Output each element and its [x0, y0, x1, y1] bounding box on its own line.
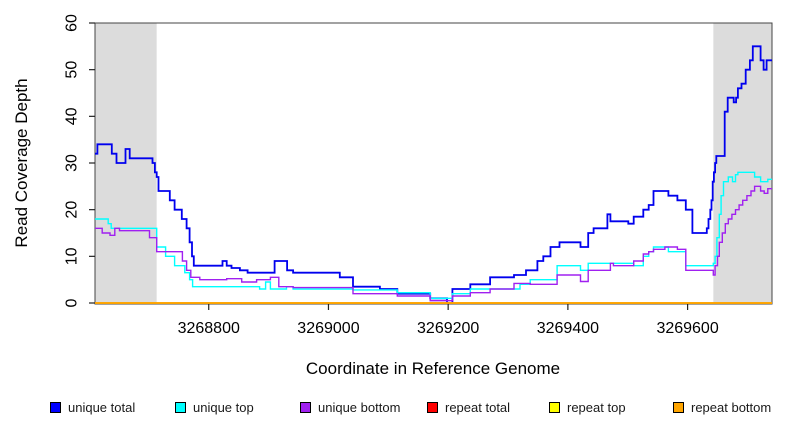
y-tick-label: 0 [64, 298, 81, 307]
plot-box [94, 22, 773, 305]
series-line-unique-top [95, 171, 772, 299]
legend-item-unique-total: unique total [50, 398, 135, 416]
highlight-region-1 [713, 23, 772, 304]
legend-swatch-icon [549, 401, 560, 413]
legend-swatch-icon [427, 401, 438, 413]
legend-item-repeat-total: repeat total [427, 398, 510, 416]
x-tick-label: 3268800 [178, 320, 240, 337]
x-tick-label: 3269600 [656, 320, 718, 337]
legend-swatch-icon [175, 401, 186, 413]
x-tick-label: 3269400 [537, 320, 599, 337]
y-tick-label: 30 [64, 154, 81, 172]
y-axis-label: Read Coverage Depth [12, 78, 31, 248]
legend-swatch-icon [673, 401, 684, 413]
x-axis-label: Coordinate in Reference Genome [305, 359, 561, 378]
legend-item-unique-top: unique top [175, 398, 254, 416]
legend-label: unique total [68, 399, 136, 415]
legend-label: repeat total [445, 399, 511, 415]
legend-item-repeat-top: repeat top [549, 398, 626, 416]
y-tick-label: 60 [64, 14, 81, 32]
y-tick-label: 40 [64, 107, 81, 125]
legend-label: repeat bottom [691, 399, 772, 415]
legend-swatch-icon [300, 401, 311, 413]
legend-label: repeat top [567, 399, 626, 415]
y-tick-label: 10 [64, 247, 81, 265]
legend-item-repeat-bottom: repeat bottom [673, 398, 771, 416]
y-tick-label: 20 [64, 201, 81, 219]
legend-label: unique bottom [318, 399, 401, 415]
x-tick-label: 3269000 [297, 320, 359, 337]
legend-label: unique top [193, 399, 254, 415]
legend-swatch-icon [50, 401, 61, 413]
x-tick-label: 3269200 [417, 320, 479, 337]
series-line-unique-bottom [95, 185, 772, 302]
legend-item-unique-bottom: unique bottom [300, 398, 400, 416]
series-line-unique-total [95, 45, 772, 304]
y-tick-label: 50 [64, 61, 81, 79]
